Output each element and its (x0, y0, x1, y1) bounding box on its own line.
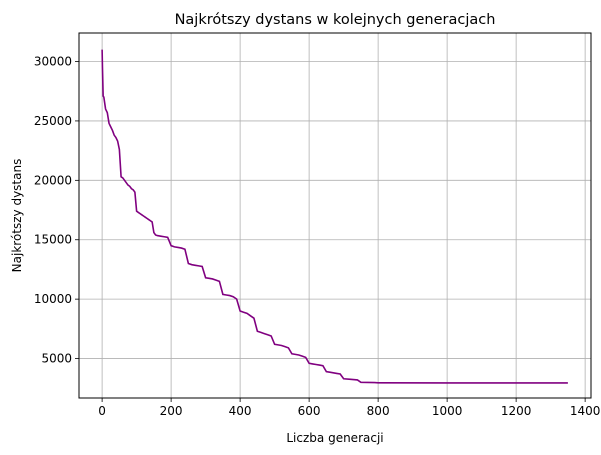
plot-area-frame (78, 32, 592, 399)
grid-lines (79, 33, 591, 398)
y-axis-label: Najkrótszy dystans (10, 159, 24, 273)
y-tick-label: 15000 (34, 233, 72, 247)
y-tick-label: 10000 (34, 292, 72, 306)
x-axis: 0 200 400 600 800 1000 1200 1400 (98, 398, 600, 418)
x-tick-label: 400 (229, 404, 252, 418)
x-tick-label: 0 (98, 404, 106, 418)
chart-title: Najkrótszy dystans w kolejnych generacja… (175, 12, 496, 28)
y-tick-label: 5000 (41, 352, 72, 366)
y-axis: 5000 10000 15000 20000 25000 30000 (34, 55, 79, 366)
y-tick-label: 30000 (34, 55, 72, 69)
series-line (101, 49, 568, 384)
x-tick-label: 200 (160, 404, 183, 418)
x-tick-label: 800 (367, 404, 390, 418)
series-layer (101, 49, 568, 384)
x-axis-label: Liczba generacji (286, 431, 383, 445)
x-tick-label: 1400 (570, 404, 601, 418)
y-tick-label: 20000 (34, 173, 72, 187)
x-tick-label: 1200 (501, 404, 532, 418)
x-tick-label: 600 (298, 404, 321, 418)
x-tick-label: 1000 (432, 404, 463, 418)
y-tick-label: 25000 (34, 114, 72, 128)
